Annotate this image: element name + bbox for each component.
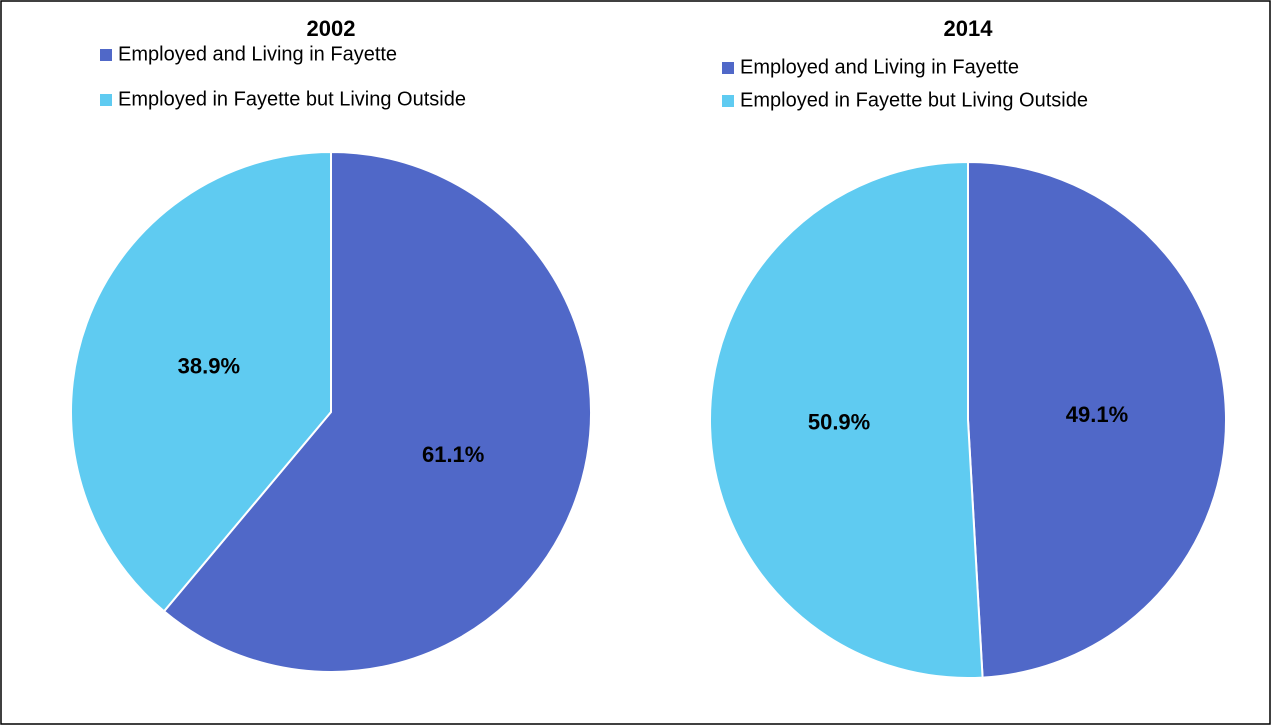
legend-label: Employed and Living in Fayette <box>118 43 397 65</box>
legend-swatch <box>100 94 112 106</box>
chart-title: 2002 <box>307 16 356 41</box>
value-label: 61.1% <box>422 442 484 467</box>
pie-slice <box>162 150 592 673</box>
legend-label: Employed in Fayette but Living Outside <box>118 88 466 110</box>
legend-swatch <box>722 95 734 107</box>
chart-title: 2014 <box>944 16 994 41</box>
pie-slice <box>70 150 332 613</box>
value-label: 49.1% <box>1066 402 1128 427</box>
legend-label: Employed and Living in Fayette <box>740 56 1019 78</box>
legend-label: Employed in Fayette but Living Outside <box>740 89 1088 111</box>
pie-slice <box>709 160 984 679</box>
value-label: 50.9% <box>808 409 870 434</box>
legend-swatch <box>722 62 734 74</box>
pie-slice <box>967 160 1227 679</box>
value-label: 38.9% <box>178 353 240 378</box>
legend-swatch <box>100 49 112 61</box>
